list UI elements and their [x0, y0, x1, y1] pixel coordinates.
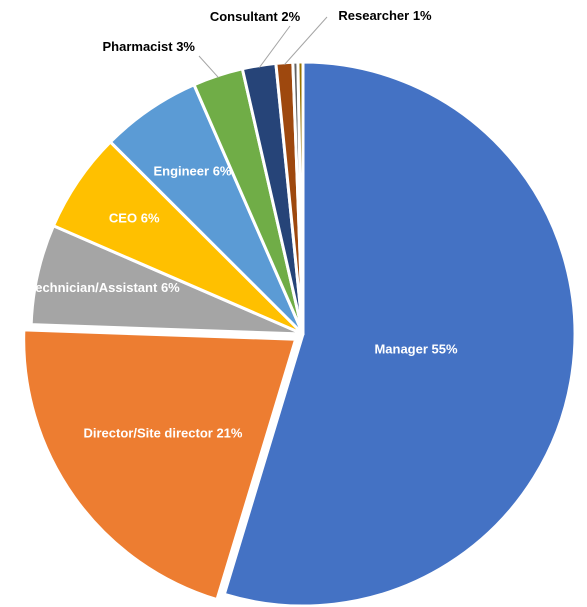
label-category: Manager [374, 342, 427, 357]
label-value: 3% [176, 39, 195, 54]
data-label: CEO 6% [109, 211, 160, 226]
data-label: Researcher 1% [338, 8, 432, 23]
data-label: Engineer 6% [153, 164, 231, 179]
label-category: Researcher [338, 8, 409, 23]
data-label: Technician/Assistant 6% [28, 281, 180, 296]
label-category: Director/Site director [84, 426, 213, 441]
label-category: Consultant [210, 9, 279, 24]
label-value: 21% [216, 426, 242, 441]
data-label: Pharmacist 3% [102, 39, 195, 54]
label-value: 1% [413, 8, 432, 23]
pie-slice [296, 60, 305, 336]
leader-line [198, 55, 219, 78]
pie-slice [222, 60, 577, 607]
label-category: Technician/Assistant [28, 281, 158, 296]
label-value: 6% [213, 164, 232, 179]
pie-slice [22, 328, 298, 602]
label-category: CEO [109, 211, 137, 226]
label-value: 55% [432, 342, 458, 357]
label-category: Pharmacist [102, 39, 173, 54]
leader-line [284, 16, 328, 65]
data-label: Director/Site director 21% [84, 426, 243, 441]
leader-line [258, 25, 291, 68]
label-value: 6% [161, 281, 180, 296]
label-category: Engineer [153, 164, 209, 179]
data-label: Consultant 2% [210, 9, 301, 24]
label-value: 6% [141, 211, 160, 226]
label-value: 2% [281, 9, 300, 24]
data-label: Manager 55% [374, 342, 458, 357]
